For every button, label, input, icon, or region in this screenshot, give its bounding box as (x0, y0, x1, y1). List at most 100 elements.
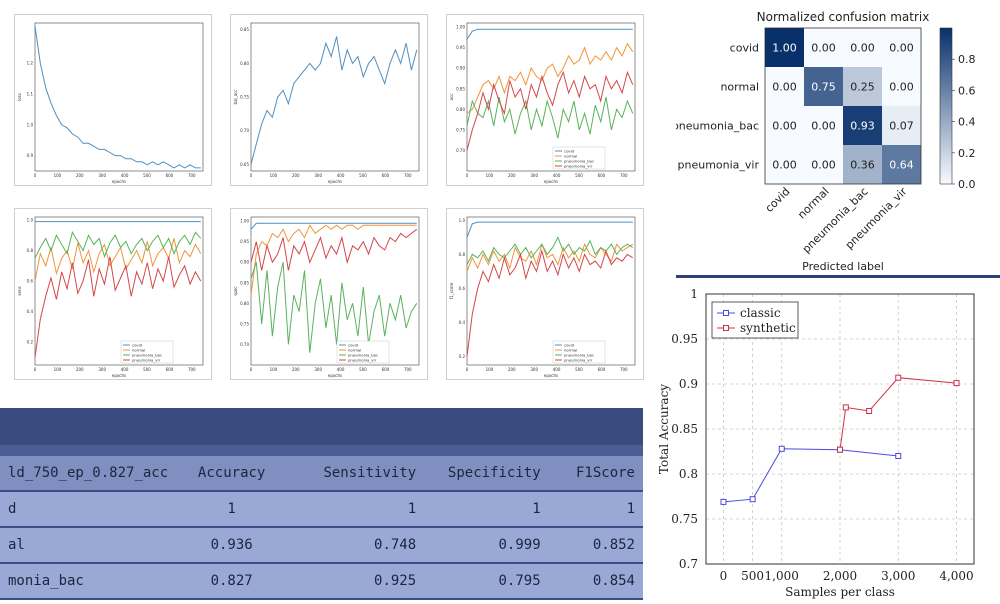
divider (676, 275, 1000, 278)
table-row: d 1 1 1 1 (0, 491, 643, 528)
y-tick-label: 1.00 (456, 25, 465, 30)
x-axis-label: epochs (544, 373, 558, 378)
matrix-cell (882, 106, 921, 145)
y-tick-label: 0.70 (240, 342, 249, 347)
y-tick-label: 1.0 (459, 218, 466, 223)
column-label: covid (763, 185, 793, 215)
training-plots-panel: 1.2 1.1 1.0 0.9 0 100 200 300 400 500 600 700 epochs… (0, 0, 644, 400)
table-header-row: ld_750_ep_0.827_acc Accuracy Sensitivity… (0, 456, 643, 492)
series-line-pneumonia_bac (466, 236, 634, 265)
row-label: covid (730, 42, 759, 55)
y-tick-label: 0.4 (27, 309, 34, 314)
x-tick-label: 400 (553, 367, 561, 372)
x-tick-label: 300 (98, 367, 106, 372)
table-cell: d (0, 491, 178, 528)
matrix-cell-value: 0.93 (850, 120, 875, 133)
y-tick-label: 0.70 (240, 128, 249, 133)
matrix-cell-value: 0.00 (889, 42, 914, 55)
x-tick-label: 200 (292, 173, 300, 178)
table-cell: monia_bac (0, 563, 178, 600)
x-axis-label: epochs (328, 373, 342, 378)
row-label: pneumonia_vir (678, 159, 760, 172)
table-cell: 1 (548, 491, 643, 528)
table-cell: 1 (177, 491, 286, 528)
legend-label: pneumonia_vir (564, 357, 593, 362)
y-tick-label: 0.90 (456, 66, 465, 71)
y-tick-label: 0.2 (459, 354, 466, 359)
matrix-cell (804, 145, 843, 184)
y-tick-label: 0.95 (456, 45, 465, 50)
y-tick-label: 0.85 (456, 86, 465, 91)
data-point-synthetic (842, 404, 849, 411)
y-tick-label: 0.8 (459, 252, 466, 257)
legend-box (552, 146, 606, 170)
table-header-specificity: Specificity (424, 456, 549, 492)
y-tick-label: 0.9 (27, 153, 34, 158)
table-cell: 0.925 (286, 563, 425, 600)
y-tick-label: 0.95 (671, 332, 698, 346)
matrix-cell-value: 0.00 (811, 120, 836, 133)
y-tick-label: 1.1 (27, 91, 34, 96)
y-tick-label: 1 (690, 287, 698, 301)
series-line-pneumonia_vir (34, 256, 202, 358)
x-axis-label: epochs (544, 179, 558, 184)
x-tick-label: 300 (98, 173, 106, 178)
y-tick-label: 0.6 (459, 286, 466, 291)
column-label: normal (795, 185, 831, 221)
legend-marker (723, 325, 729, 331)
legend-label: pneumonia_bac (564, 158, 594, 163)
table-row: al 0.936 0.748 0.999 0.852 (0, 527, 643, 564)
legend-label: normal (564, 153, 577, 158)
x-tick-label: 500 (359, 173, 367, 178)
x-tick-label: 600 (382, 173, 390, 178)
x-tick-label: 700 (620, 367, 628, 372)
colorbar (939, 27, 953, 185)
table-header-model: ld_750_ep_0.827_acc (0, 456, 178, 492)
legend-label: pneumonia_vir (348, 357, 377, 362)
column-label: pneumonia_bac (800, 185, 871, 256)
data-point-classic (895, 453, 902, 459)
sens-plot: 1.0 0.8 0.6 0.4 0.2 0 100 200 300 400 500 600 700 epo… (14, 208, 212, 380)
x-tick-label: 300 (530, 173, 538, 178)
y-tick-label: 0.80 (240, 301, 249, 306)
legend-label: normal (132, 347, 145, 352)
y-tick-label: 0.75 (456, 127, 465, 132)
series-line-loss (34, 26, 201, 169)
y-tick-label: 0.75 (671, 512, 698, 526)
x-tick-label: 100 (486, 173, 494, 178)
x-axis-label: epochs (112, 179, 126, 184)
x-tick-label: 100 (54, 173, 62, 178)
plot-frame (250, 22, 420, 172)
y-tick-label: 0.85 (240, 27, 249, 32)
x-tick-label: 100 (54, 367, 62, 372)
series-line-covid (466, 28, 633, 40)
matrix-cell-value: 0.25 (850, 81, 875, 94)
row-label: normal (720, 81, 759, 94)
results-table-panel: ld_750_ep_0.827_acc Accuracy Sensitivity… (0, 408, 643, 600)
legend-label: pneumonia_bac (564, 352, 594, 357)
table-header-sensitivity: Sensitivity (286, 456, 425, 492)
matrix-cell (843, 106, 882, 145)
y-axis-label: Total Accuracy (657, 384, 671, 474)
colorbar-tick-label: 0.4 (958, 116, 976, 129)
results-table: ld_750_ep_0.827_acc Accuracy Sensitivity… (0, 456, 643, 600)
legend-label: pneumonia_vir (132, 357, 161, 362)
matrix-cell (765, 106, 804, 145)
series-line-pneumonia_vir (466, 249, 634, 357)
legend-label: synthetic (740, 321, 796, 335)
data-point-synthetic (895, 374, 902, 381)
series-line-pneumonia_bac (250, 262, 418, 353)
legend-marker (723, 310, 729, 316)
matrix-cell (765, 145, 804, 184)
x-tick-label: 0 (466, 367, 469, 372)
matrix-cell-value: 0.00 (889, 81, 914, 94)
colorbar-tick-label: 0.0 (958, 178, 976, 191)
plot-frame (466, 216, 636, 366)
y-tick-label: 0.6 (27, 279, 34, 284)
y-axis-label: f1_score (449, 282, 454, 299)
x-tick-label: 200 (76, 173, 84, 178)
y-tick-label: 1.0 (27, 218, 34, 223)
matrix-cell-value: 0.64 (889, 159, 914, 172)
matrix-cell (843, 28, 882, 67)
plot-frame (250, 216, 420, 366)
